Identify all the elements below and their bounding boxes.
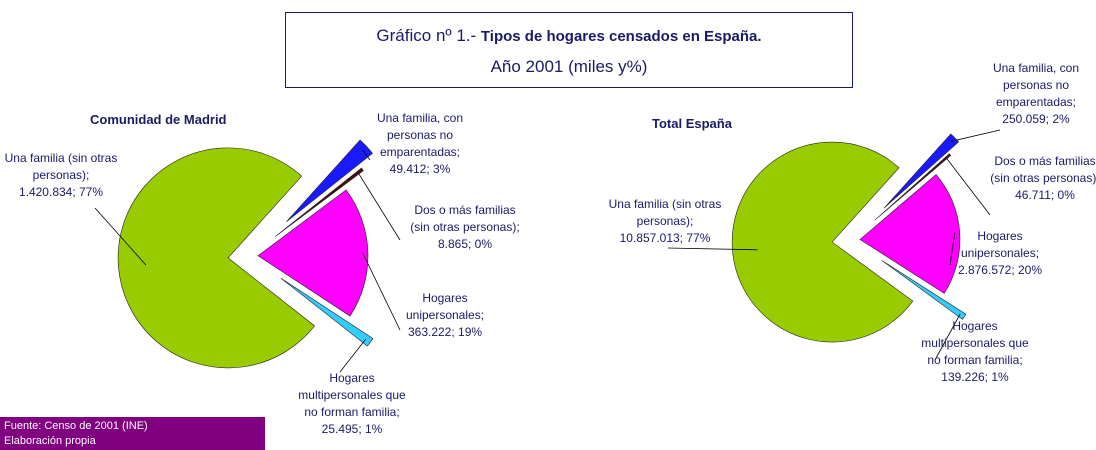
category-label: Una familia, con personas no emparentada… [992,61,1080,109]
category-label: Hogares unipersonales; [960,229,1040,260]
pie-slice [257,189,369,317]
pie-slice [874,153,952,221]
leader-line [362,149,371,161]
leader-line [357,172,401,241]
chart-title: Total España [652,116,732,131]
value-label: 10.857.013; 77% [619,231,711,245]
leader-line [934,313,961,361]
value-label: 8.865; 0% [437,237,493,251]
data-label: Hogares unipersonales; 363.222; 19% [390,290,500,341]
data-label: Una familia (sin otras personas); 1.420.8… [0,150,122,201]
value-label: 363.222; 19% [407,325,483,339]
source-line: Fuente: Censo de 2001 (INE) [4,420,148,432]
data-label: Hogares unipersonales; 2.876.572; 20% [940,228,1060,279]
value-label: 46.711; 0% [1015,188,1075,202]
source-line: Elaboración propia [4,435,96,447]
category-label: Hogares multipersonales que no forman fa… [298,371,406,419]
category-label: Una familia (sin otras personas); [608,197,722,228]
value-label: 49.412; 3% [389,162,451,176]
category-label: Dos o más familias (sin otras personas); [990,154,1096,185]
category-label: Hogares unipersonales; [405,291,485,322]
pie-slice [731,141,914,343]
value-label: 139.226; 1% [941,370,1009,384]
pie-slice [286,139,373,222]
category-label: Una familia (sin otras personas); [4,151,118,182]
pie-slice [275,167,364,237]
data-label: Una familia (sin otras personas); 10.857.… [604,196,726,247]
data-label: Una familia, con personas no emparentada… [975,60,1096,128]
value-label: 1.420.834; 77% [18,185,104,199]
data-label: Hogares multipersonales que no forman fa… [915,318,1035,386]
chart-title: Comunidad de Madrid [90,112,227,127]
leader-line [945,157,991,216]
title-main: Tipos de hogares censados en España. [480,28,762,45]
leader-line [951,129,1001,142]
leader-line [667,247,758,251]
data-label: Dos o más familias (sin otras personas);… [985,153,1096,204]
pie-slice [280,277,374,347]
data-label: Dos o más familias (sin otras personas);… [405,202,525,253]
title-box: Gráfico nº 1.- Tipos de hogares censados… [285,12,853,88]
source-box: Fuente: Censo de 2001 (INE) Elaboración … [0,417,265,450]
pie-slice [881,260,967,320]
pie-slice [883,133,960,209]
leader-line [339,338,367,373]
value-label: 25.495; 1% [321,422,383,436]
value-label: 250.059; 2% [1002,112,1070,126]
subtitle: Año 2001 (miles y%) [490,57,648,76]
data-label: Una familia, con personas no emparentada… [360,110,480,178]
value-label: 2.876.572; 20% [957,263,1043,277]
title-prefix: Gráfico nº 1.- [376,26,477,45]
pie-slice [859,174,961,294]
category-label: Hogares multipersonales que no forman fa… [921,319,1029,367]
data-label: Hogares multipersonales que no forman fa… [297,370,407,438]
leader-line [362,252,401,331]
leader-line [949,232,956,266]
category-label: Una familia, con personas no emparentada… [376,111,464,159]
category-label: Dos o más familias (sin otras personas); [410,203,520,234]
leader-line [94,207,147,266]
pie-slice [117,147,316,369]
